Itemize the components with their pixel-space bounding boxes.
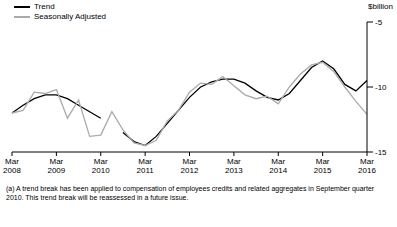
svg-text:Mar2008: Mar2008	[8, 157, 21, 175]
html-text:$billion: $billion	[368, 2, 393, 11]
svg-text:Mar2009: Mar2009	[47, 157, 65, 175]
svg-text:Mar2013: Mar2013	[225, 157, 243, 175]
svg-text:Mar2010: Mar2010	[92, 157, 110, 175]
svg-text:-10: -10	[375, 83, 387, 92]
svg-text:Mar2012: Mar2012	[181, 157, 199, 175]
html-text:Seasonally Adjusted: Seasonally Adjusted	[34, 12, 107, 21]
svg-text:Mar2014: Mar2014	[269, 157, 287, 175]
html-text:(a) A trend break has been app: (a) A trend break has been applied to co…	[6, 185, 375, 201]
svg-text:-15: -15	[375, 148, 387, 157]
svg-text:Mar2015: Mar2015	[314, 157, 332, 175]
svg-text:-5: -5	[375, 18, 383, 27]
svg-text:Mar2011: Mar2011	[137, 157, 155, 175]
html-text:Trend: Trend	[34, 2, 55, 11]
svg-text:Mar2016: Mar2016	[358, 157, 376, 175]
